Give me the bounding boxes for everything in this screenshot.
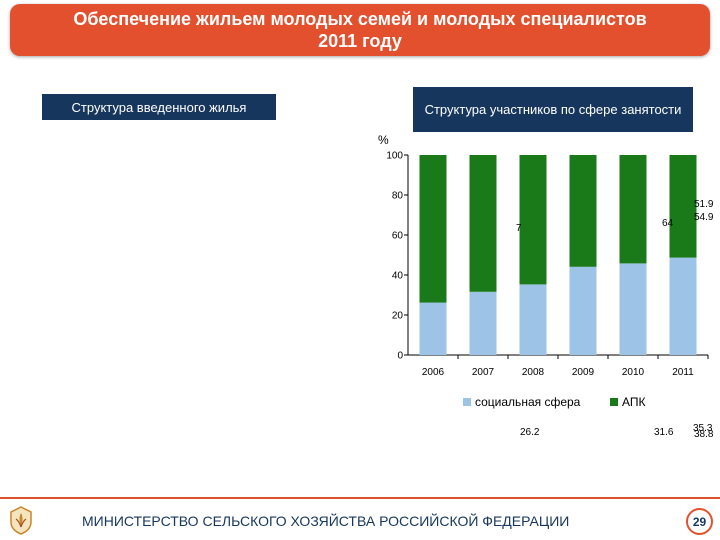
bar-social [519,284,547,355]
legend-label-apk: АПК [622,395,645,409]
stray-social-label: 31.6 [654,427,674,438]
x-tick-label: 2011 [672,367,694,378]
bar-social [619,263,647,355]
x-tick-label: 2007 [472,367,495,378]
stray-social-label: 38.8 [694,429,714,440]
bar-social [469,291,497,355]
bar-social [419,302,447,355]
y-tick-label: 20 [392,311,404,322]
stray-apk-label: 64 [662,218,674,229]
stray-social-label: 26.2 [520,427,540,438]
footer-divider [0,497,720,499]
y-tick-label: 80 [392,191,404,202]
x-tick-label: 2006 [422,367,445,378]
bar-apk [569,155,597,267]
page-number: 29 [686,508,713,535]
stray-apk-label: 51.9 [694,199,714,210]
y-axis-unit: % [378,133,389,147]
stray-apk-label: 7 [516,223,522,234]
legend-swatch-social [463,398,471,406]
y-tick-label: 40 [392,271,404,282]
stray-apk-label: 54.9 [694,212,714,223]
title-line-2: 2011 году [318,31,402,51]
legend-label-social: социальная сфера [475,395,581,409]
bar-social [569,266,597,355]
y-tick-label: 0 [397,351,403,362]
participants-structure-label: Структура участников по сфере занятости [413,87,693,132]
emblem-icon [8,505,34,540]
bar-apk [669,155,697,258]
title-line-1: Обеспечение жильем молодых семей и молод… [73,9,647,29]
legend-swatch-apk [610,398,618,406]
bar-apk [469,155,497,292]
x-tick-label: 2008 [522,367,545,378]
y-tick-label: 100 [386,151,403,162]
bar-apk [519,155,547,285]
title-banner: Обеспечение жильем молодых семей и молод… [10,4,710,56]
y-tick-label: 60 [392,231,404,242]
bar-apk [619,155,647,264]
x-tick-label: 2009 [572,367,595,378]
bar-apk [419,155,447,303]
housing-structure-label: Структура введенного жилья [42,94,276,120]
ministry-name: МИНИСТЕРСТВО СЕЛЬСКОГО ХОЗЯЙСТВА РОССИЙС… [82,513,570,529]
stray-social-label: 35.3 [693,423,713,434]
bar-social [669,257,697,355]
x-tick-label: 2010 [622,367,645,378]
